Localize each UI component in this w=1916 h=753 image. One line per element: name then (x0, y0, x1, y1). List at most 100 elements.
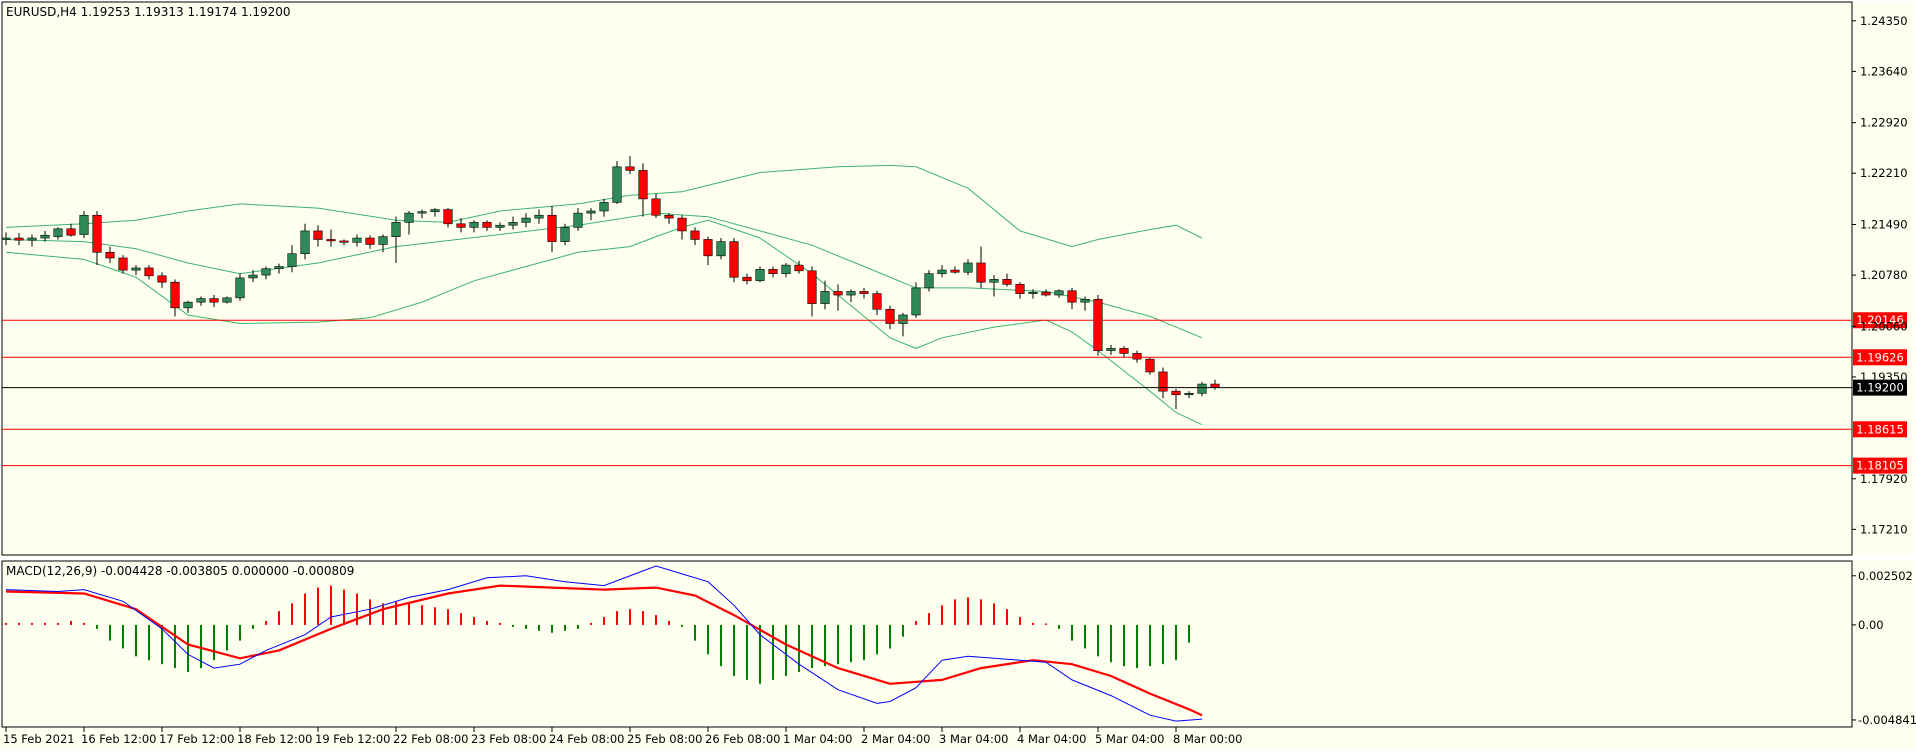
candle (1067, 287, 1077, 310)
candle-body (313, 230, 323, 240)
candle-body (768, 269, 778, 274)
time-tick-label: 1 Mar 04:00 (783, 732, 852, 746)
candle (40, 230, 50, 242)
candle-body (430, 209, 440, 212)
price-tick-label: 1.17920 (1860, 472, 1908, 486)
macd-main-line (5, 565, 1203, 722)
candle-body (937, 269, 947, 274)
candle (1171, 389, 1181, 409)
candle-body (1119, 348, 1129, 354)
candle (118, 255, 128, 274)
candle (846, 289, 856, 303)
candle (911, 282, 921, 318)
price-tick-label: 1.19350 (1860, 370, 1908, 384)
candle-body (352, 237, 362, 243)
candle (352, 234, 362, 247)
time-tick-label: 18 Feb 12:00 (237, 732, 312, 746)
candle-body (534, 214, 544, 219)
candle-body (833, 291, 843, 296)
candle (716, 238, 726, 260)
candle (1132, 350, 1142, 363)
candle-body (807, 270, 817, 304)
macd-signal-line (5, 584, 1203, 717)
time-tick-label: 25 Feb 08:00 (627, 732, 702, 746)
candle-body (1067, 290, 1077, 303)
candle-body (92, 214, 102, 253)
level-label: 1.19626 (1856, 350, 1904, 364)
candle-body (157, 275, 167, 283)
candle-body (690, 230, 700, 240)
level-label: 1.18615 (1856, 422, 1904, 436)
time-tick-label: 17 Feb 12:00 (159, 732, 234, 746)
candle-body (1145, 358, 1155, 373)
candle-body (924, 273, 934, 289)
candle (664, 213, 674, 224)
candle (625, 156, 635, 174)
candle (404, 210, 414, 235)
candle-body (365, 237, 375, 245)
candle-body (508, 222, 518, 226)
level-label: 1.18105 (1856, 459, 1904, 473)
candle (547, 205, 557, 253)
candle (898, 312, 908, 337)
price-tick-label: 1.17210 (1860, 522, 1908, 536)
candle (365, 235, 375, 249)
candle-body (820, 291, 830, 304)
candle-body (1002, 279, 1012, 285)
candle-body (482, 222, 492, 228)
candle-body (209, 298, 219, 303)
candle-body (1, 237, 11, 240)
candle (131, 265, 141, 276)
candle (781, 262, 791, 278)
time-axis (0, 728, 1916, 749)
candle (508, 216, 518, 230)
candle (755, 266, 765, 283)
candle (443, 208, 453, 228)
candle-body (14, 237, 24, 241)
candle-body (1080, 298, 1090, 303)
price-tick-label: 1.20060 (1860, 319, 1908, 333)
horizontal-levels[interactable]: 1.20146 1.19626 1.19200 1.18615 1.18105 (2, 312, 1907, 474)
candle (79, 210, 89, 239)
macd-pane[interactable] (1, 560, 1853, 728)
candle (586, 208, 596, 221)
candle-body (612, 166, 622, 203)
candle (456, 218, 466, 233)
candle (183, 300, 193, 313)
macd-tick-label: 0.00 (1858, 618, 1884, 632)
bollinger-lower (5, 219, 1203, 426)
candle (313, 225, 323, 247)
candle (1002, 273, 1012, 287)
bollinger-upper (5, 164, 1203, 248)
candle (27, 234, 37, 247)
candle (820, 280, 830, 310)
macd-lines (5, 565, 1203, 722)
level-tag (1853, 312, 1907, 329)
level-tag (1853, 421, 1907, 438)
candle (1028, 289, 1038, 299)
time-tick-label: 22 Feb 08:00 (393, 732, 468, 746)
candle (326, 229, 336, 247)
candle-body (170, 281, 180, 309)
candle (66, 223, 76, 237)
candle-body (586, 210, 596, 214)
macd-header: MACD(12,26,9) -0.004428 -0.003805 0.0000… (6, 564, 354, 578)
candle-body (469, 222, 479, 228)
candle (339, 239, 349, 246)
candle-body (105, 251, 115, 259)
candle (209, 295, 219, 308)
candle-body (599, 202, 609, 212)
candle (612, 161, 622, 204)
candle (1093, 295, 1103, 356)
candle (963, 259, 973, 276)
candle (742, 273, 752, 285)
candle (391, 216, 401, 263)
candle (937, 265, 947, 278)
time-tick-label: 3 Mar 04:00 (939, 732, 1008, 746)
candle-body (547, 214, 557, 242)
candle (599, 198, 609, 217)
macd-tick-labels: 0.002502 0.00 -0.004841 (1852, 569, 1916, 727)
candle-body (1210, 383, 1220, 388)
